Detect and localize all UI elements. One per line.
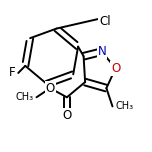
Text: N: N xyxy=(97,45,106,58)
Text: Cl: Cl xyxy=(99,15,111,28)
Text: O: O xyxy=(46,82,55,95)
Text: F: F xyxy=(9,66,16,79)
Text: O: O xyxy=(111,62,120,75)
Text: CH₃: CH₃ xyxy=(116,101,134,111)
Text: CH₃: CH₃ xyxy=(15,92,33,102)
Text: O: O xyxy=(62,109,71,122)
